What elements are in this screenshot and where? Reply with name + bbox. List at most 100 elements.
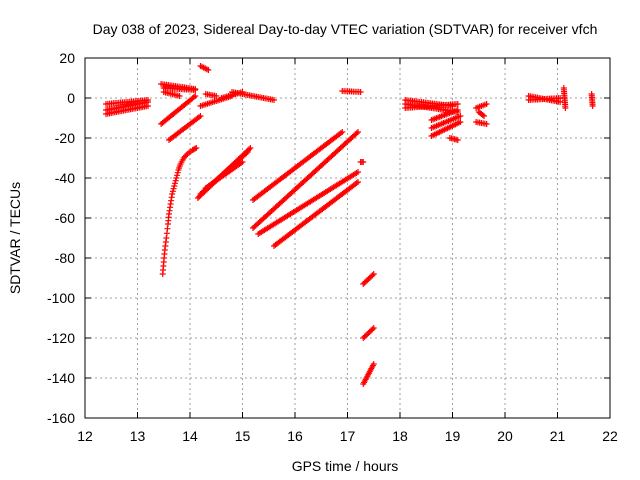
data-point — [589, 103, 596, 109]
curve-steep-rise — [159, 145, 200, 277]
data-point — [370, 361, 377, 367]
data-point — [239, 159, 246, 165]
data-point — [190, 94, 197, 101]
data-point — [247, 145, 254, 151]
data-point — [145, 103, 151, 109]
data-point — [481, 113, 487, 119]
data-point — [483, 101, 490, 107]
data-point — [483, 121, 490, 127]
data-point — [170, 185, 177, 192]
data-point — [173, 175, 180, 181]
data-point — [176, 163, 183, 169]
data-point — [357, 89, 364, 95]
data-point — [457, 113, 464, 119]
data-point — [160, 263, 167, 269]
data-point — [197, 113, 204, 119]
data-point — [479, 112, 486, 118]
data-point — [246, 146, 253, 153]
series-s6 — [194, 145, 254, 201]
data-point — [454, 137, 461, 143]
x-tick-label: 20 — [497, 428, 513, 444]
data-point — [370, 325, 377, 331]
data-point — [176, 93, 183, 99]
y-tick-label: 20 — [59, 50, 75, 66]
data-point — [449, 103, 456, 109]
data-point — [162, 239, 169, 245]
data-point — [457, 119, 464, 125]
series-s14 — [473, 101, 490, 127]
data-point — [172, 177, 179, 184]
y-tick-label: -100 — [47, 290, 75, 306]
x-tick-label: 17 — [340, 428, 356, 444]
y-axis-title: SDTVAR / TECUs — [7, 182, 23, 294]
data-point — [145, 97, 151, 103]
x-axis-title: GPS time / hours — [292, 458, 399, 474]
series-s8 — [339, 88, 364, 95]
y-tick-label: -60 — [55, 210, 75, 226]
data-point — [369, 326, 376, 333]
data-point — [192, 93, 199, 99]
series-s10 — [357, 159, 367, 165]
series-s9 — [360, 271, 377, 387]
x-tick-label: 13 — [130, 428, 146, 444]
series-s11 — [402, 97, 461, 115]
data-point — [174, 172, 181, 179]
data-marks — [103, 63, 596, 387]
data-point — [168, 194, 175, 201]
y-tick-labels: 20 0 -20 -40 -60 -80 -100 -120 -140 -160 — [47, 50, 75, 426]
data-point — [271, 97, 277, 103]
data-point — [353, 130, 360, 137]
data-point — [355, 129, 361, 135]
y-tick-label: -120 — [47, 330, 75, 346]
series-s2 — [158, 81, 199, 99]
data-point — [167, 204, 174, 211]
data-point — [360, 159, 367, 165]
x-tick-label: 15 — [235, 428, 251, 444]
data-point — [179, 157, 186, 163]
y-tick-label: -40 — [55, 170, 75, 186]
data-point — [183, 152, 190, 159]
y-tick-label: -160 — [47, 410, 75, 426]
y-tick-label: -20 — [55, 130, 75, 146]
data-point — [174, 169, 181, 176]
x-tick-labels: 12 13 14 15 16 17 18 19 20 21 22 — [77, 428, 618, 444]
data-point — [243, 150, 250, 157]
x-tick-label: 21 — [550, 428, 566, 444]
data-point — [190, 146, 197, 153]
data-point — [369, 272, 376, 279]
data-point — [370, 271, 377, 277]
series-s3 — [197, 63, 212, 73]
data-point — [562, 105, 569, 111]
y-tick-label: 0 — [67, 90, 75, 106]
series-s12 — [428, 107, 464, 139]
series-s5 — [158, 93, 204, 143]
x-tick-label: 19 — [445, 428, 461, 444]
data-point — [171, 183, 178, 189]
x-tick-label: 14 — [182, 428, 198, 444]
series-s16 — [560, 85, 596, 111]
data-point — [339, 129, 346, 135]
x-tick-label: 16 — [287, 428, 303, 444]
data-point — [181, 153, 188, 160]
series-s13 — [446, 135, 461, 143]
data-point — [171, 180, 178, 187]
data-point — [169, 188, 176, 195]
data-point — [205, 67, 212, 73]
data-point — [454, 101, 461, 107]
data-point — [164, 225, 171, 232]
series-s15 — [525, 93, 564, 105]
data-point — [161, 251, 168, 257]
data-point — [355, 179, 361, 185]
y-tick-label: -140 — [47, 370, 75, 386]
x-tick-label: 18 — [392, 428, 408, 444]
series-s1 — [103, 97, 151, 117]
data-point — [165, 214, 172, 221]
data-point — [192, 87, 199, 93]
data-point — [244, 149, 251, 155]
x-tick-label: 22 — [602, 428, 618, 444]
data-point — [454, 107, 461, 113]
data-point — [355, 169, 361, 175]
chart-title: Day 038 of 2023, Sidereal Day-to-day VTE… — [93, 21, 598, 37]
x-tick-label: 12 — [77, 428, 93, 444]
